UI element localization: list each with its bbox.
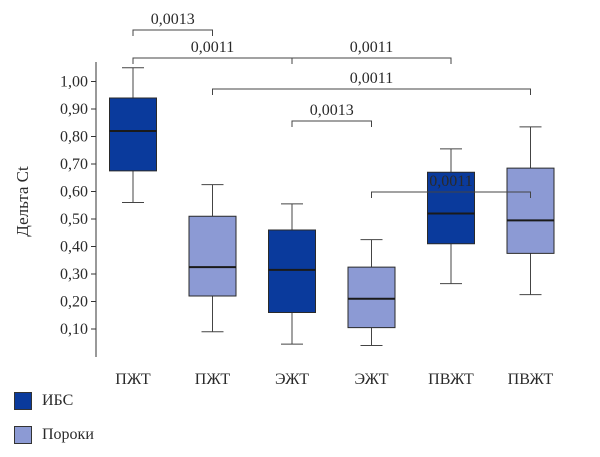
legend-item-ibs: ИБС xyxy=(14,392,73,410)
y-tick-label: 0,60 xyxy=(60,184,88,201)
category-label: ПЖТ xyxy=(195,371,231,388)
y-tick-label: 0,10 xyxy=(60,321,88,338)
category-label: ЭЖТ xyxy=(275,371,309,388)
significance-bracket xyxy=(212,88,531,95)
y-tick-label: 0,50 xyxy=(60,211,88,228)
category-label: ЭЖТ xyxy=(355,371,389,388)
legend-label-poroki: Пороки xyxy=(42,426,94,443)
box-ibs xyxy=(109,97,157,172)
legend-item-poroki: Пороки xyxy=(14,426,94,444)
significance-bracket xyxy=(291,57,452,64)
significance-bracket xyxy=(132,29,213,36)
p-value-label: 0,0011 xyxy=(350,39,393,56)
box-poroki xyxy=(347,266,396,329)
significance-bracket xyxy=(291,120,372,127)
y-tick-label: 0,20 xyxy=(60,294,88,311)
box-poroki xyxy=(506,167,555,254)
category-label: ПВЖТ xyxy=(508,371,554,388)
category-label: ПЖТ xyxy=(115,371,151,388)
box-poroki xyxy=(188,215,237,297)
y-tick-label: 0,40 xyxy=(60,239,88,256)
y-tick-label: 1,00 xyxy=(60,74,88,91)
y-axis-label: Дельта Ct xyxy=(13,166,32,237)
category-label: ПВЖТ xyxy=(428,371,474,388)
y-tick-label: 0,70 xyxy=(60,156,88,173)
p-value-label: 0,0011 xyxy=(350,70,393,87)
p-value-label: 0,0013 xyxy=(310,102,354,119)
significance-bracket xyxy=(371,191,531,198)
box-ibs xyxy=(268,229,316,313)
p-value-label: 0,0011 xyxy=(191,39,234,56)
y-tick-label: 0,90 xyxy=(60,101,88,118)
legend-label-ibs: ИБС xyxy=(42,392,74,409)
y-tick-label: 0,80 xyxy=(60,129,88,146)
p-value-label: 0,0013 xyxy=(151,11,195,28)
y-tick-label: 0,30 xyxy=(60,266,88,283)
legend-swatch-ibs xyxy=(14,392,32,410)
legend-swatch-poroki xyxy=(14,426,32,444)
significance-bracket xyxy=(132,57,293,64)
box-ibs xyxy=(427,171,475,245)
p-value-label: 0,0011 xyxy=(429,173,472,190)
